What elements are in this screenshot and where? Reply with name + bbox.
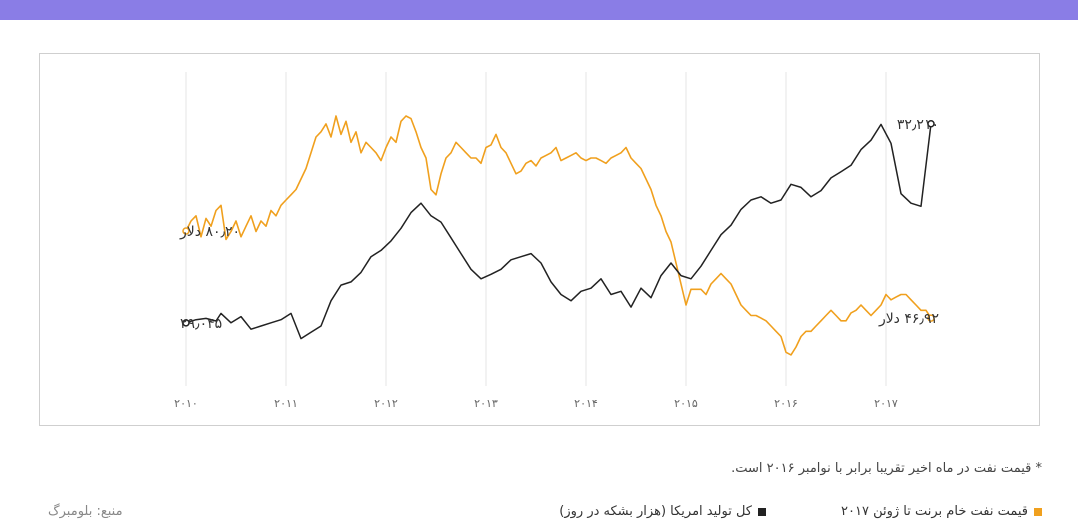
- chart-frame: ۲۰۱۰ ۲۰۱۱ ۲۰۱۲ ۲۰۱۳ ۲۰۱۴ ۲۰۱۵ ۲۰۱۶ ۲۰۱۷ ۸۰٫۲۰ دل…: [39, 53, 1040, 426]
- x-tick-label-2014: ۲۰۱۴: [574, 397, 598, 410]
- x-tick-label-2016: ۲۰۱۶: [774, 397, 798, 410]
- header-bar: [0, 0, 1078, 20]
- chart-footnote: * قیمت نفت در ماه اخیر تقریبا برابر با ن…: [731, 461, 1042, 476]
- series-start-point-oil: [182, 227, 190, 235]
- legend-swatch-production: [758, 507, 766, 516]
- x-tick-label-2012: ۲۰۱۲: [374, 397, 398, 410]
- legend-swatch-oil: [1034, 507, 1042, 516]
- oil-production-chart: ۲۰۱۰ ۲۰۱۱ ۲۰۱۲ ۲۰۱۳ ۲۰۱۴ ۲۰۱۵ ۲۰۱۶ ۲۰۱۷ ۸۰٫۲۰ دل…: [174, 72, 939, 410]
- legend-item-production: کل تولید امریکا (هزار بشکه در روز): [559, 504, 766, 519]
- series-line-production: [185, 123, 932, 340]
- data-label-start-production: ۲۹٫۰۴۵: [180, 316, 222, 332]
- data-label-start-oil: ۸۰٫۲۰ دلار: [179, 224, 240, 240]
- data-label-end-production: ۳۲٫۲۱۰: [897, 117, 939, 133]
- legend-label-production: کل تولید امریکا (هزار بشکه در روز): [559, 504, 752, 519]
- legend-label-oil: قیمت نفت خام برنت تا ژوئن ۲۰۱۷: [841, 504, 1028, 519]
- series-end-point-oil: [927, 314, 935, 322]
- series-end-point-production: [927, 120, 935, 128]
- series-line-oil: [185, 115, 932, 356]
- legend: قیمت نفت خام برنت تا ژوئن ۲۰۱۷ کل تولید …: [0, 504, 1078, 524]
- x-tick-label-2017: ۲۰۱۷: [874, 397, 898, 410]
- x-tick-label-2013: ۲۰۱۳: [474, 397, 498, 410]
- x-tick-label-2010: ۲۰۱۰: [174, 397, 198, 410]
- x-tick-label-2015: ۲۰۱۵: [674, 397, 698, 410]
- series-start-point-production: [182, 319, 190, 327]
- legend-item-oil: قیمت نفت خام برنت تا ژوئن ۲۰۱۷: [841, 504, 1042, 519]
- x-tick-label-2011: ۲۰۱۱: [274, 397, 298, 410]
- data-label-end-oil: ۴۶٫۹۲ دلار: [878, 311, 939, 327]
- source-credit: منبع: بلومبرگ: [48, 504, 123, 519]
